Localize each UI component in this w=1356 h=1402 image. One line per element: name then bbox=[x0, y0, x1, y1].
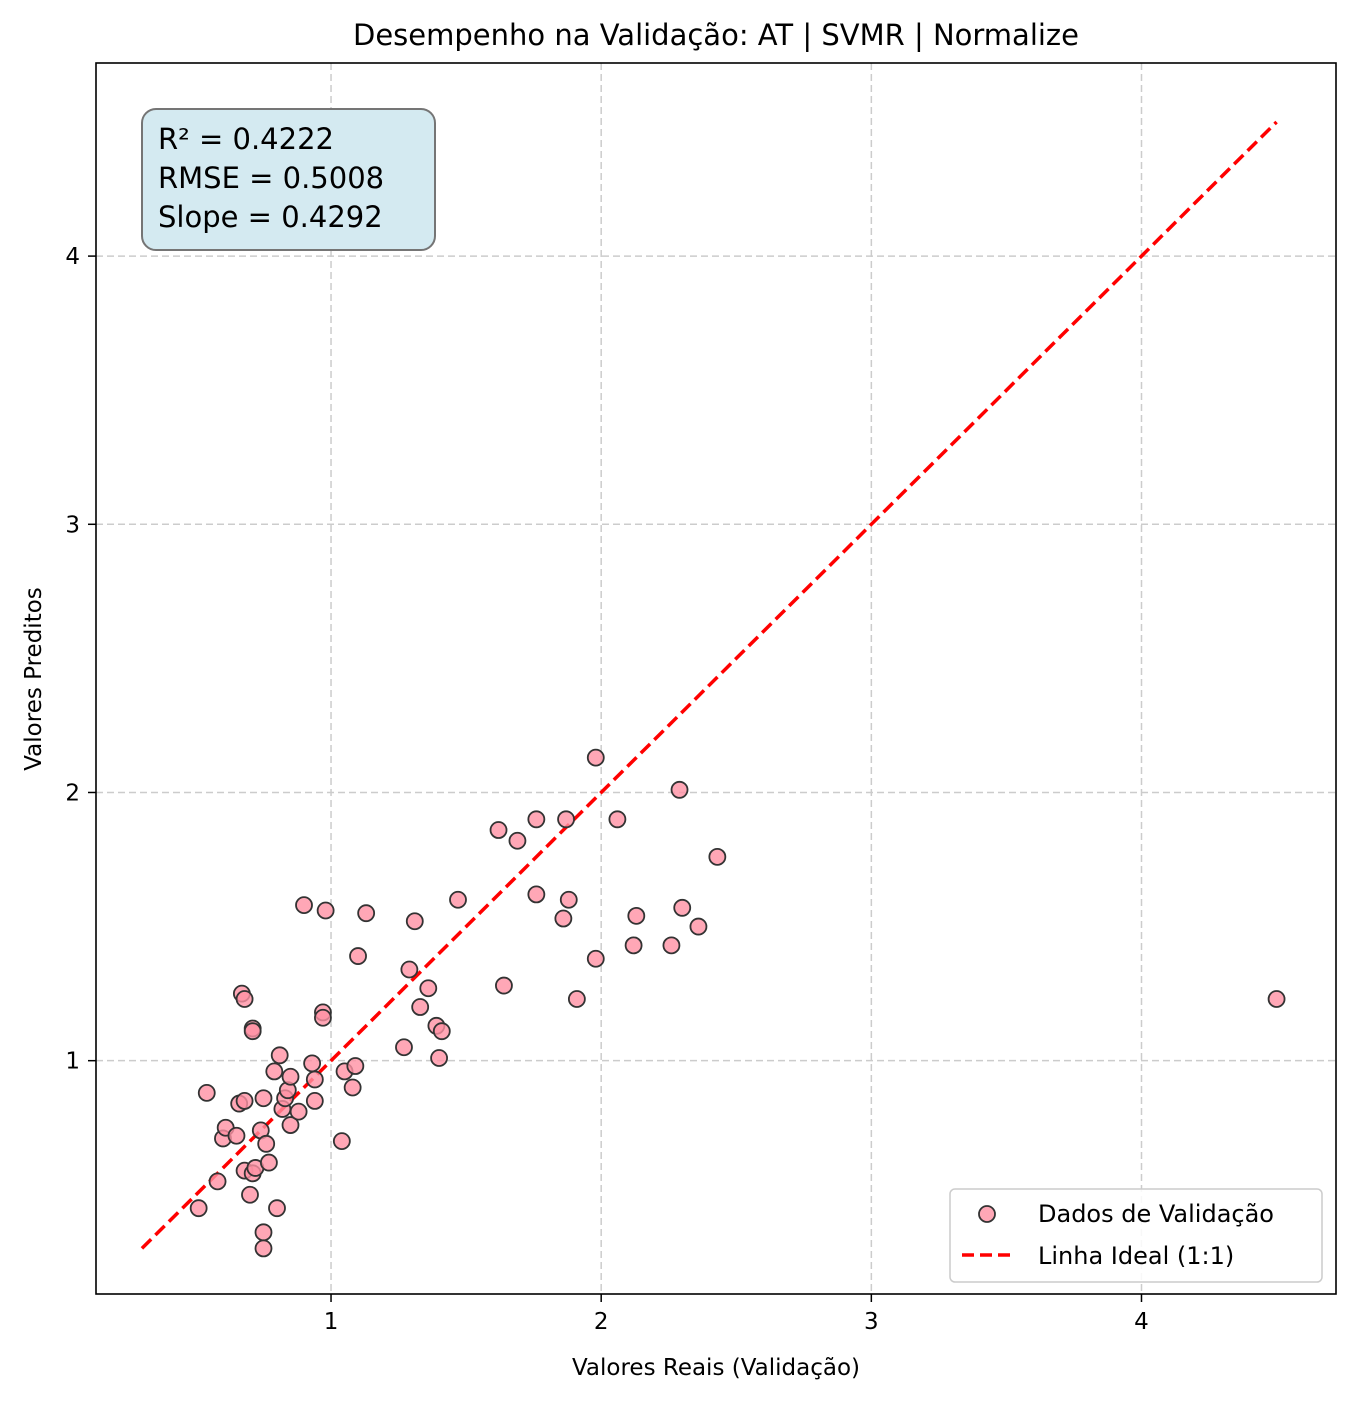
data-point bbox=[227, 1126, 246, 1145]
data-point bbox=[281, 1067, 300, 1086]
data-point bbox=[449, 890, 467, 909]
x-tick-label: 4 bbox=[1134, 1309, 1149, 1335]
data-point bbox=[495, 976, 513, 995]
ideal-line-layer bbox=[140, 120, 1278, 1250]
data-point bbox=[527, 885, 546, 904]
data-point bbox=[395, 1038, 413, 1057]
data-point bbox=[268, 1199, 286, 1218]
ideal-line bbox=[140, 120, 1278, 1250]
x-tick-label: 2 bbox=[594, 1309, 609, 1335]
stat-r2: R² = 0.4222 bbox=[158, 122, 334, 156]
x-axis-ticks: 1 2 3 4 bbox=[324, 1294, 1149, 1335]
data-point bbox=[586, 748, 605, 767]
y-tick-label: 1 bbox=[65, 1049, 80, 1075]
data-point bbox=[430, 1049, 448, 1067]
data-point bbox=[689, 917, 708, 936]
data-point bbox=[303, 1054, 322, 1073]
data-point bbox=[270, 1046, 289, 1065]
data-point bbox=[189, 1199, 208, 1218]
data-point bbox=[235, 1092, 254, 1110]
y-tick-label: 4 bbox=[65, 244, 80, 270]
legend-marker-scatter bbox=[978, 1205, 996, 1223]
data-point bbox=[608, 810, 627, 829]
data-point bbox=[235, 990, 254, 1008]
plot-area-frame bbox=[95, 62, 1337, 1295]
data-point bbox=[332, 1132, 351, 1151]
data-point bbox=[259, 1153, 278, 1172]
data-point bbox=[411, 998, 430, 1016]
stats-box-background bbox=[141, 108, 436, 251]
data-point bbox=[586, 949, 605, 968]
data-point bbox=[254, 1223, 273, 1242]
y-axis-ticks: 1 2 3 4 bbox=[65, 244, 96, 1075]
data-point bbox=[405, 912, 424, 931]
legend: Dados de Validação Linha Ideal (1:1) bbox=[949, 1188, 1323, 1283]
data-point bbox=[419, 979, 438, 998]
data-point bbox=[624, 936, 643, 955]
data-point bbox=[673, 898, 692, 917]
data-point bbox=[254, 1089, 273, 1108]
legend-label-scatter: Dados de Validação bbox=[1038, 1200, 1274, 1228]
data-point bbox=[316, 901, 335, 920]
data-point bbox=[208, 1172, 227, 1191]
grid-lines bbox=[96, 63, 1336, 1294]
data-points bbox=[189, 748, 1286, 1258]
data-point bbox=[197, 1083, 216, 1102]
y-tick-label: 2 bbox=[65, 780, 80, 806]
legend-label-ideal-line: Linha Ideal (1:1) bbox=[1038, 1242, 1234, 1270]
data-point bbox=[343, 1078, 362, 1097]
data-point bbox=[314, 1008, 332, 1027]
x-tick-label: 1 bbox=[324, 1309, 339, 1335]
data-point bbox=[243, 1022, 262, 1041]
stats-box: R² = 0.4222 RMSE = 0.5008 Slope = 0.4292 bbox=[141, 108, 436, 251]
data-point bbox=[559, 890, 578, 909]
data-point bbox=[295, 896, 313, 915]
data-point bbox=[508, 831, 527, 850]
data-point bbox=[489, 821, 508, 839]
data-point bbox=[281, 1116, 300, 1134]
data-point bbox=[708, 847, 727, 866]
data-point bbox=[289, 1102, 308, 1121]
x-axis-label: Valores Reais (Validação) bbox=[572, 1355, 860, 1381]
data-point bbox=[357, 904, 376, 923]
data-point bbox=[627, 906, 646, 925]
data-point bbox=[662, 936, 681, 955]
data-point bbox=[567, 990, 586, 1008]
data-point bbox=[432, 1022, 451, 1041]
x-tick-label: 3 bbox=[864, 1309, 879, 1335]
data-point bbox=[254, 1239, 273, 1258]
data-point bbox=[257, 1134, 276, 1153]
data-point bbox=[527, 810, 546, 829]
data-point bbox=[400, 960, 419, 979]
data-point bbox=[670, 780, 689, 799]
data-point bbox=[305, 1092, 324, 1110]
data-point bbox=[1267, 990, 1286, 1008]
y-tick-label: 3 bbox=[65, 512, 80, 538]
data-point bbox=[554, 909, 573, 928]
stat-rmse: RMSE = 0.5008 bbox=[158, 161, 384, 195]
legend-frame bbox=[949, 1188, 1323, 1283]
data-point bbox=[557, 810, 575, 829]
stat-slope: Slope = 0.4292 bbox=[158, 200, 383, 234]
chart-title: Desempenho na Validação: AT | SVMR | Nor… bbox=[353, 18, 1079, 52]
data-point bbox=[346, 1057, 365, 1075]
y-axis-label: Valores Preditos bbox=[21, 587, 47, 771]
data-point bbox=[349, 947, 367, 965]
data-point bbox=[265, 1062, 284, 1081]
data-point bbox=[305, 1070, 324, 1089]
data-point bbox=[241, 1185, 259, 1204]
